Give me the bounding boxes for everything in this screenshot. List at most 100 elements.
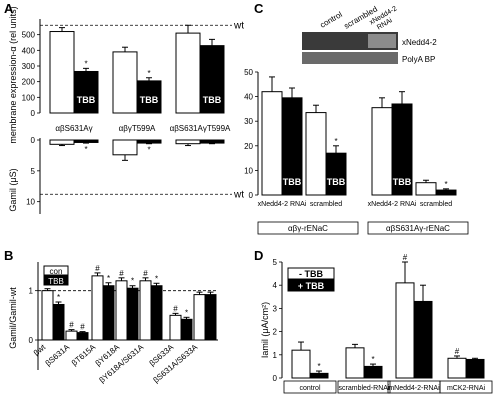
significance-mark: * <box>147 146 150 155</box>
panel-a-y-ticks: 0 100 200 300 400 500 <box>22 31 40 118</box>
legend-tbb-swatch <box>43 275 69 286</box>
panel-b-ylabel: Gamil/Gamil-wt <box>8 287 18 349</box>
bar-tbb <box>199 45 225 114</box>
y-tick-label: 0 <box>29 336 34 345</box>
bar-tbb-label: TBB <box>77 95 96 105</box>
significance-mark: # <box>403 253 408 262</box>
bar-control <box>91 275 104 341</box>
panel-c-group-box-2 <box>367 221 469 235</box>
y-tick-label: 400 <box>22 46 36 55</box>
bar-control <box>447 357 467 379</box>
y-tick-label: 2 <box>273 328 278 337</box>
y-tick-label: 200 <box>22 78 36 87</box>
panel-d-legend: - TBB + TBB <box>287 267 335 292</box>
bar-control <box>49 31 75 114</box>
panel-d-bars: # # * * <box>291 253 485 379</box>
bar-tbb <box>363 365 383 379</box>
bar-tbb <box>102 285 115 341</box>
panel-c-label: C <box>254 1 264 16</box>
panel-c-group-2: αβS631Aγ-rENaC <box>386 224 450 233</box>
bar-tbb <box>199 139 225 144</box>
bar-control <box>139 280 152 341</box>
y-tick-label: 4 <box>273 281 278 290</box>
legend-minus-tbb-label: - TBB <box>299 269 323 279</box>
category-label: αβγT599A <box>119 124 156 133</box>
bar-control <box>415 182 437 196</box>
category-box <box>337 380 391 394</box>
category-label: scrambled <box>310 201 342 208</box>
blot-col-control: control <box>319 10 344 30</box>
y-tick-label: 0 <box>273 374 278 383</box>
bar-control <box>65 330 78 341</box>
significance-mark: * <box>57 293 60 302</box>
panel-a-lower-y-ticks: 0 5 10 <box>26 136 40 207</box>
bar-tbb <box>136 139 162 144</box>
bar-control <box>175 32 201 114</box>
category-box <box>283 380 337 394</box>
panel-d-chart: Iamil (μA/cm²) 0 1 2 3 4 5 - TBB + TBB # # * * c… <box>260 253 493 394</box>
blot-row-nedd: xNedd4-2 <box>402 38 437 47</box>
bar-control <box>193 294 206 341</box>
significance-mark: # <box>69 321 74 330</box>
category-label: βT615A <box>70 342 98 367</box>
panel-a-lower-wt-label: wt <box>233 189 244 200</box>
panel-c-group-1: αβγ-rENaC <box>288 224 328 233</box>
category-label: xNedd4-2 RNAi <box>368 201 417 208</box>
bar-tbb-label: TBB <box>393 177 412 187</box>
panel-c-chart: control scrambled xNedd4-2 RNAi xNedd4-2… <box>244 4 469 235</box>
y-tick-label: 3 <box>273 304 278 313</box>
category-label: αβS631Aγ <box>55 124 92 133</box>
blot-band-polya <box>302 52 398 64</box>
bar-control <box>261 91 283 196</box>
significance-mark: # <box>455 347 460 356</box>
significance-mark: * <box>185 308 188 317</box>
significance-mark: # <box>143 269 148 278</box>
bar-tbb <box>76 332 89 341</box>
significance-mark: # <box>173 304 178 313</box>
panel-a-lower-bars: * * <box>49 139 225 161</box>
panel-d-ylabel: Iamil (μA/cm²) <box>260 302 270 358</box>
significance-mark: * <box>444 180 447 189</box>
panel-b-label: B <box>4 248 13 263</box>
category-label: αβS631AγT599A <box>170 124 231 133</box>
significance-mark: * <box>317 362 320 371</box>
y-tick-label: 300 <box>22 62 36 71</box>
category-label: control <box>299 385 320 392</box>
bar-control <box>305 112 327 196</box>
panel-a-label: A <box>4 1 14 16</box>
bar-tbb <box>150 285 163 341</box>
panel-a-categories: αβS631Aγ αβγT599A αβS631AγT599A <box>55 124 231 133</box>
category-label: βwt <box>32 342 48 357</box>
y-tick-label: 0 <box>31 109 36 118</box>
bar-tbb-label: TBB <box>203 95 222 105</box>
category-label: scrambled <box>420 201 452 208</box>
panel-b-legend: con TBB <box>43 265 69 286</box>
y-tick-label: 30 <box>244 117 253 126</box>
significance-mark: * <box>107 274 110 283</box>
y-tick-label: 5 <box>31 167 36 176</box>
bar-control <box>115 280 128 341</box>
y-tick-label: 1 <box>29 287 34 296</box>
panel-a-lower-ylabel: Gamil (μS) <box>8 168 18 211</box>
significance-mark: # <box>80 323 85 332</box>
legend-tbb-label: TBB <box>48 277 64 286</box>
category-label: mNedd4-2-RNAi <box>388 385 440 392</box>
blot-band-nedd-rnai <box>368 34 396 48</box>
bar-tbb <box>73 139 99 143</box>
panel-b-bars: # # # # # * # * * * * <box>41 264 217 341</box>
bar-tbb <box>52 303 65 341</box>
bar-tbb-label: TBB <box>327 177 346 187</box>
y-tick-label: 5 <box>273 258 278 267</box>
bar-control <box>395 282 415 379</box>
y-tick-label: 100 <box>22 93 36 102</box>
panel-b-y-ticks: 01 <box>29 287 38 345</box>
panel-a-bars: * TBB * TBB TBB <box>49 24 225 114</box>
bar-tbb <box>204 294 217 341</box>
y-tick-label: 20 <box>244 142 253 151</box>
significance-mark: * <box>131 277 134 286</box>
bar-control <box>169 314 182 341</box>
legend-minus-tbb-swatch <box>287 267 335 280</box>
y-tick-label: 10 <box>244 166 253 175</box>
